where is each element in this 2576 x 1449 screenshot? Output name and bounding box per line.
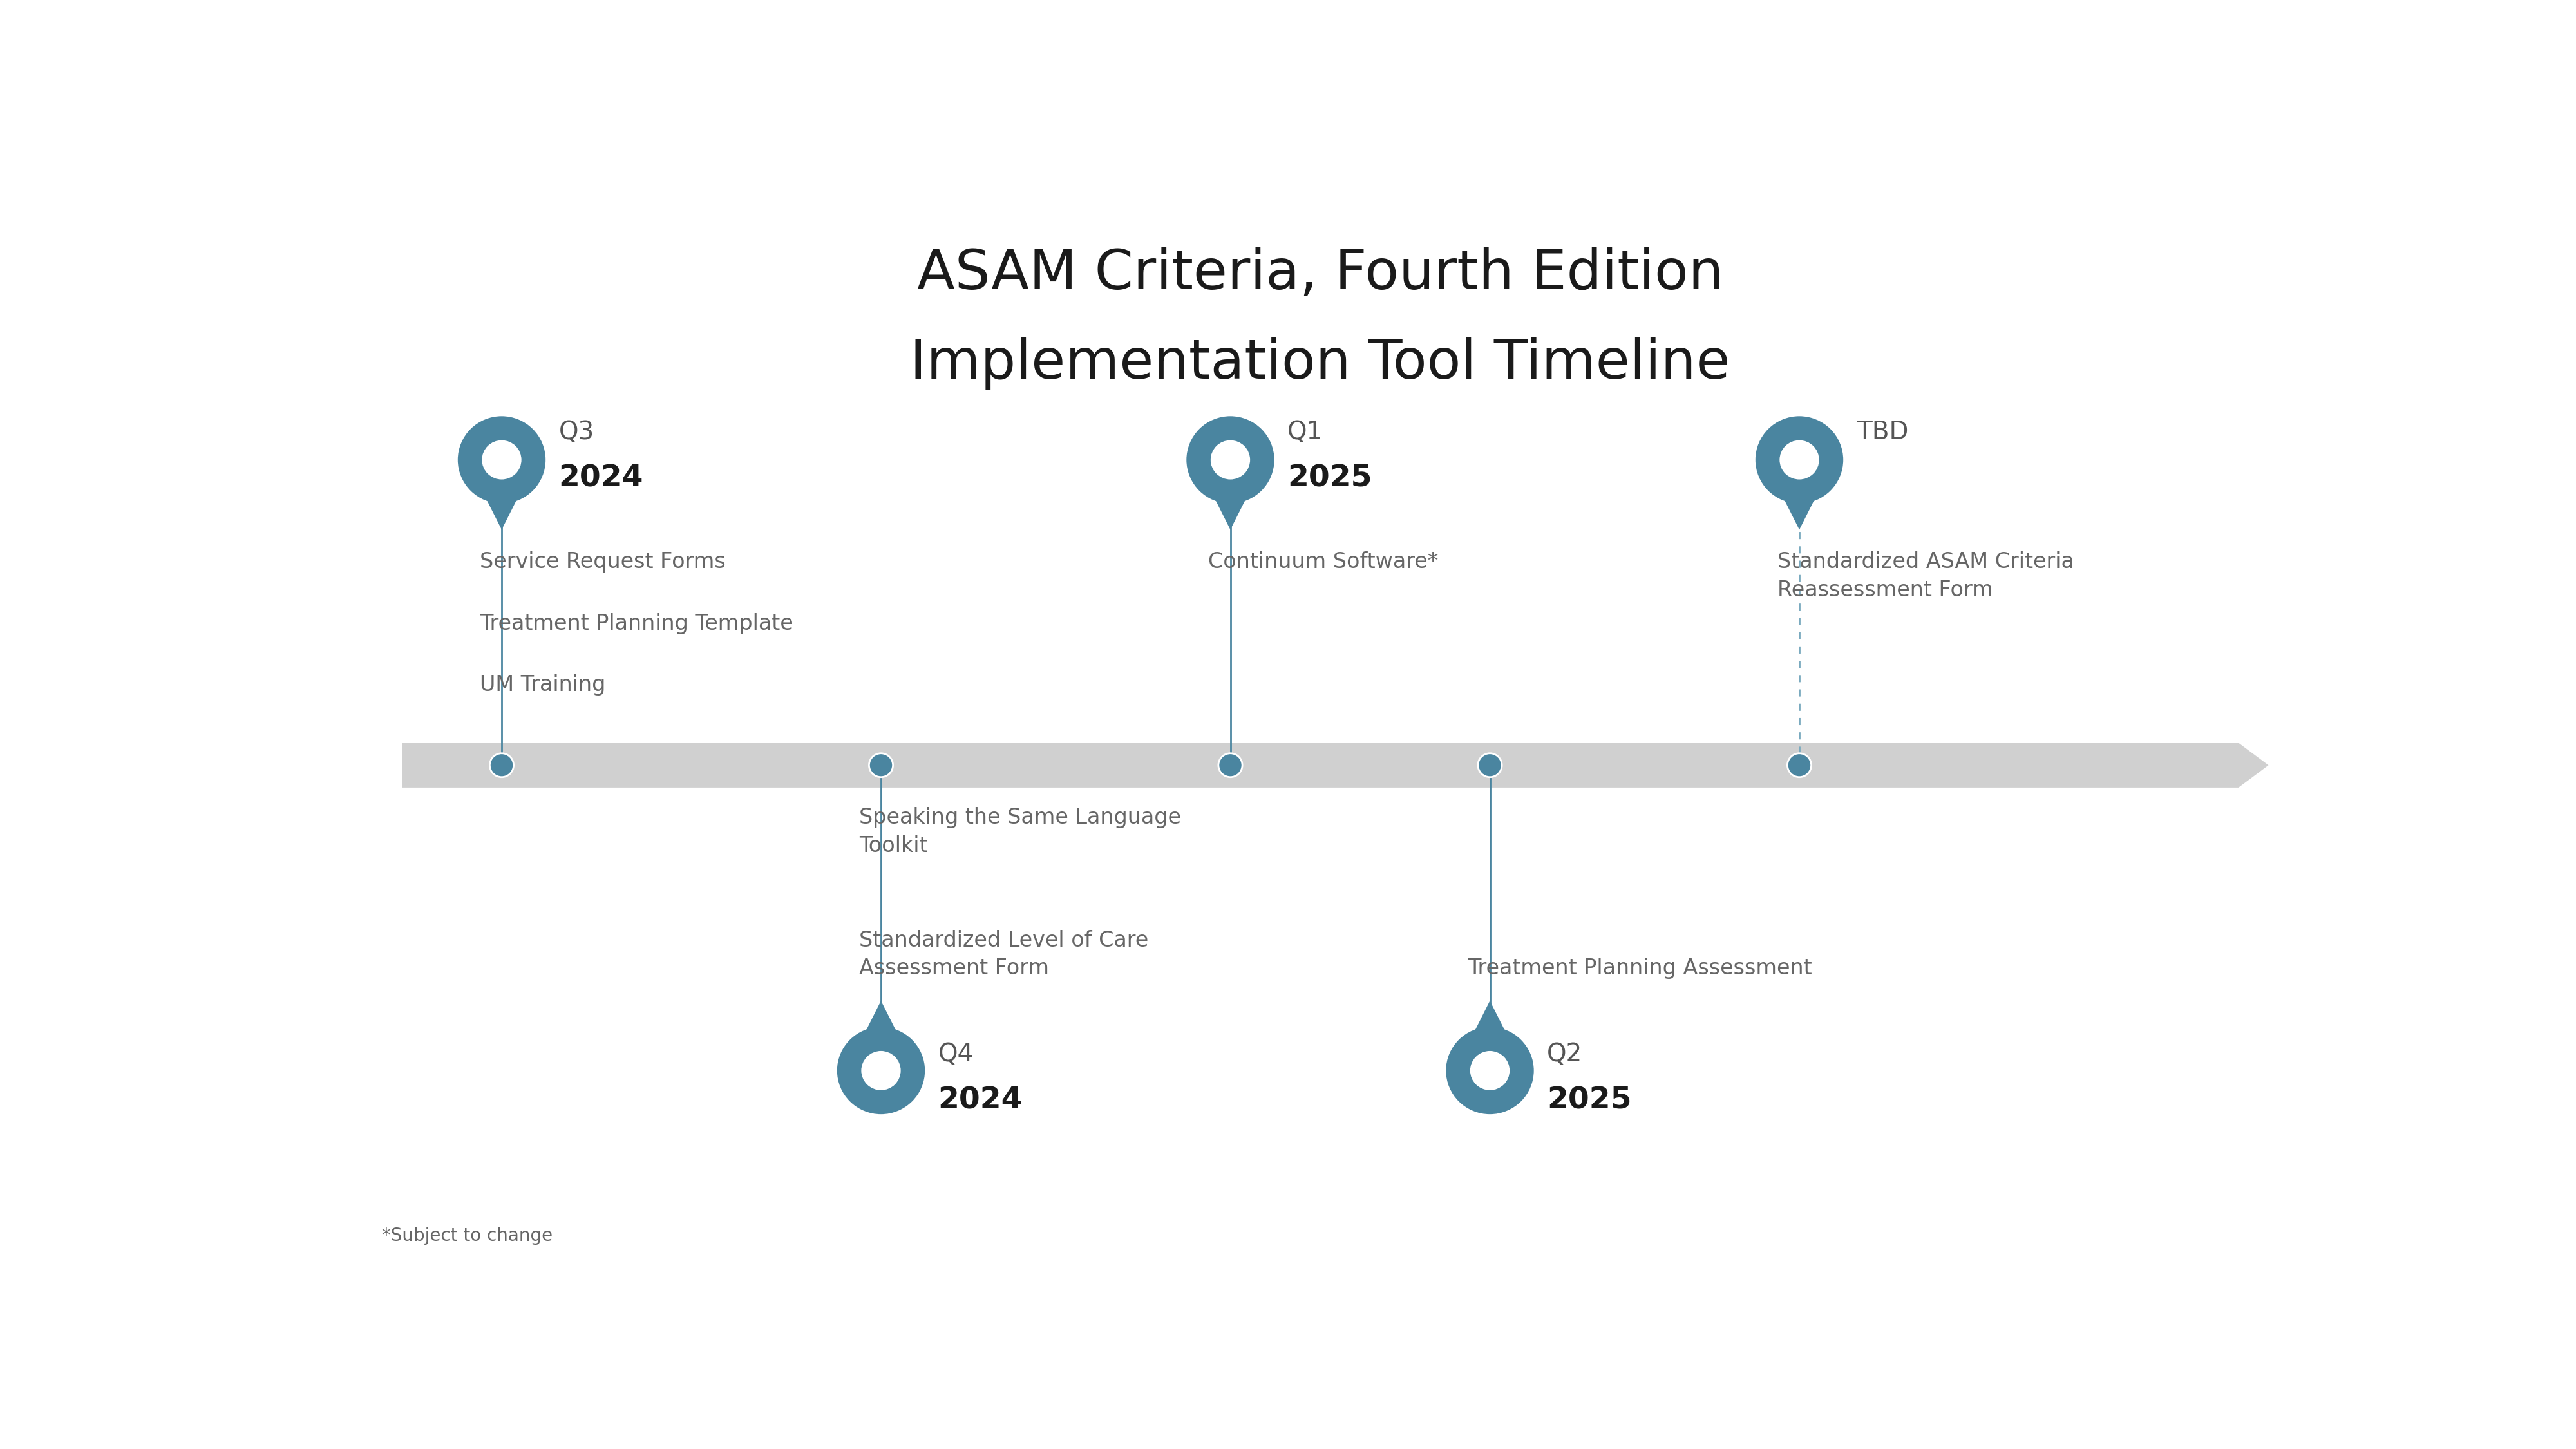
- Ellipse shape: [1777, 439, 1821, 481]
- Ellipse shape: [459, 416, 546, 503]
- Ellipse shape: [1754, 416, 1844, 503]
- Polygon shape: [1468, 1001, 1512, 1045]
- Text: Q3: Q3: [559, 420, 595, 445]
- Text: Service Request Forms: Service Request Forms: [479, 552, 726, 572]
- Ellipse shape: [1468, 1051, 1510, 1091]
- Text: UM Training: UM Training: [479, 674, 605, 696]
- Ellipse shape: [860, 1051, 902, 1091]
- Polygon shape: [858, 1001, 904, 1045]
- Polygon shape: [479, 485, 523, 530]
- Text: Treatment Planning Assessment: Treatment Planning Assessment: [1468, 958, 1814, 980]
- Polygon shape: [402, 743, 2269, 788]
- Text: 2025: 2025: [1288, 464, 1373, 493]
- Text: Implementation Tool Timeline: Implementation Tool Timeline: [909, 336, 1731, 390]
- Text: Speaking the Same Language
Toolkit: Speaking the Same Language Toolkit: [858, 807, 1180, 856]
- Ellipse shape: [1479, 753, 1502, 777]
- Text: 2025: 2025: [1548, 1085, 1631, 1114]
- Ellipse shape: [482, 439, 523, 481]
- Text: ASAM Criteria, Fourth Edition: ASAM Criteria, Fourth Edition: [917, 248, 1723, 301]
- Ellipse shape: [1188, 416, 1275, 503]
- Text: Standardized Level of Care
Assessment Form: Standardized Level of Care Assessment Fo…: [858, 930, 1149, 980]
- Ellipse shape: [837, 1027, 925, 1114]
- Text: Treatment Planning Template: Treatment Planning Template: [479, 613, 793, 635]
- Ellipse shape: [1211, 439, 1252, 481]
- Text: TBD: TBD: [1857, 420, 1909, 445]
- Text: Continuum Software*: Continuum Software*: [1208, 552, 1437, 572]
- Text: 2024: 2024: [938, 1085, 1023, 1114]
- Polygon shape: [1208, 485, 1252, 530]
- Text: Q2: Q2: [1548, 1042, 1582, 1066]
- Text: Q1: Q1: [1288, 420, 1324, 445]
- Ellipse shape: [489, 753, 513, 777]
- Text: Q4: Q4: [938, 1042, 974, 1066]
- Ellipse shape: [1218, 753, 1242, 777]
- Polygon shape: [1777, 485, 1821, 530]
- Ellipse shape: [1788, 753, 1811, 777]
- Ellipse shape: [1445, 1027, 1533, 1114]
- Text: *Subject to change: *Subject to change: [381, 1227, 554, 1245]
- Text: 2024: 2024: [559, 464, 644, 493]
- Ellipse shape: [868, 753, 894, 777]
- Text: Standardized ASAM Criteria
Reassessment Form: Standardized ASAM Criteria Reassessment …: [1777, 552, 2074, 601]
